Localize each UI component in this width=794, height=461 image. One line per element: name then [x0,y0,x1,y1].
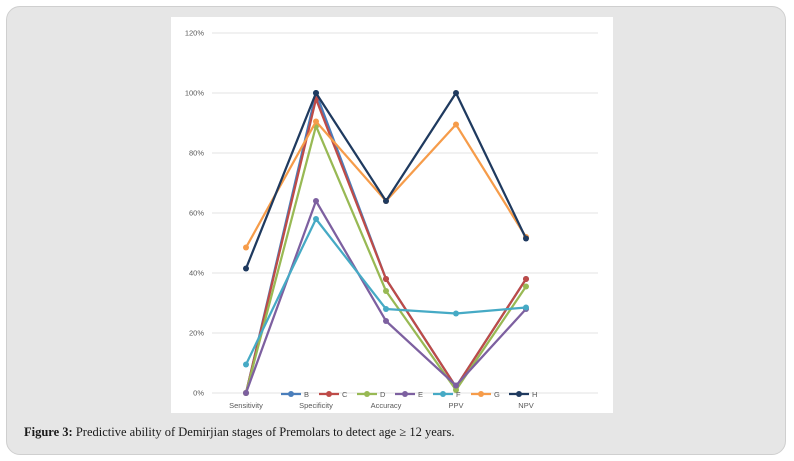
legend-item: E [395,390,423,399]
legend-label: B [304,390,309,399]
data-point [313,198,319,204]
gridlines [212,32,598,394]
data-point [243,244,249,251]
data-point [523,304,529,311]
y-tick-label: 20% [189,329,204,338]
legend-marker [326,391,332,397]
y-tick-label: 80% [189,149,204,158]
data-point [453,121,459,128]
legend-label: F [456,390,461,399]
data-point [243,361,249,368]
legend-label: E [418,390,423,399]
x-axis-ticks: Sensitivity Specificity Accuracy PPV NPV [229,401,534,410]
caption-label: Figure 3: [24,425,73,439]
legend-label: D [380,390,386,399]
data-point [313,90,319,96]
y-tick-label: 120% [185,29,205,38]
figure-caption: Figure 3: Predictive ability of Demirjia… [24,425,764,440]
legend-item: H [509,390,537,399]
data-point [453,387,459,393]
series-F [243,216,529,368]
x-tick-label: NPV [518,401,533,410]
legend-marker [288,391,294,397]
legend-item: B [281,390,309,399]
x-tick-label: Sensitivity [229,401,263,410]
plot-area [171,17,613,413]
legend-marker [402,391,408,397]
legend-label: G [494,390,500,399]
data-point [313,216,319,222]
series-D [243,123,529,396]
legend-label: C [342,390,348,399]
legend-item: D [357,390,386,399]
legend-marker [364,391,370,397]
x-tick-label: PPV [448,401,463,410]
caption-text: Predictive ability of Demirjian stages o… [72,425,455,439]
data-point [383,306,389,312]
data-point [523,276,529,282]
data-point [383,198,389,204]
data-point [453,382,459,389]
legend-marker [440,391,446,397]
data-point [313,118,319,125]
x-tick-label: Accuracy [371,401,402,410]
legend-item: G [471,390,500,399]
data-point [243,265,249,272]
series-lines [243,90,529,396]
x-tick-label: Specificity [299,401,333,410]
legend-item: C [319,390,348,399]
data-point [453,310,459,317]
series-H [243,90,529,272]
y-tick-label: 60% [189,209,204,218]
series-G [243,118,529,251]
data-point [383,318,389,324]
y-tick-label: 100% [185,89,205,98]
data-point [453,90,459,96]
legend-marker [478,391,484,397]
data-point [383,288,389,294]
y-tick-label: 40% [189,269,204,278]
legend-item: F [433,390,461,399]
y-tick-label: 0% [193,389,204,398]
series-line [244,91,528,269]
legend: B C D E F G H [281,390,537,399]
legend-label: H [532,390,537,399]
data-point [523,283,529,290]
y-axis-ticks: 0% 20% 40% 60% 80% 100% 120% [185,29,205,398]
data-point [383,276,389,282]
data-point [523,235,529,242]
data-point [243,390,249,396]
legend-marker [516,391,522,397]
